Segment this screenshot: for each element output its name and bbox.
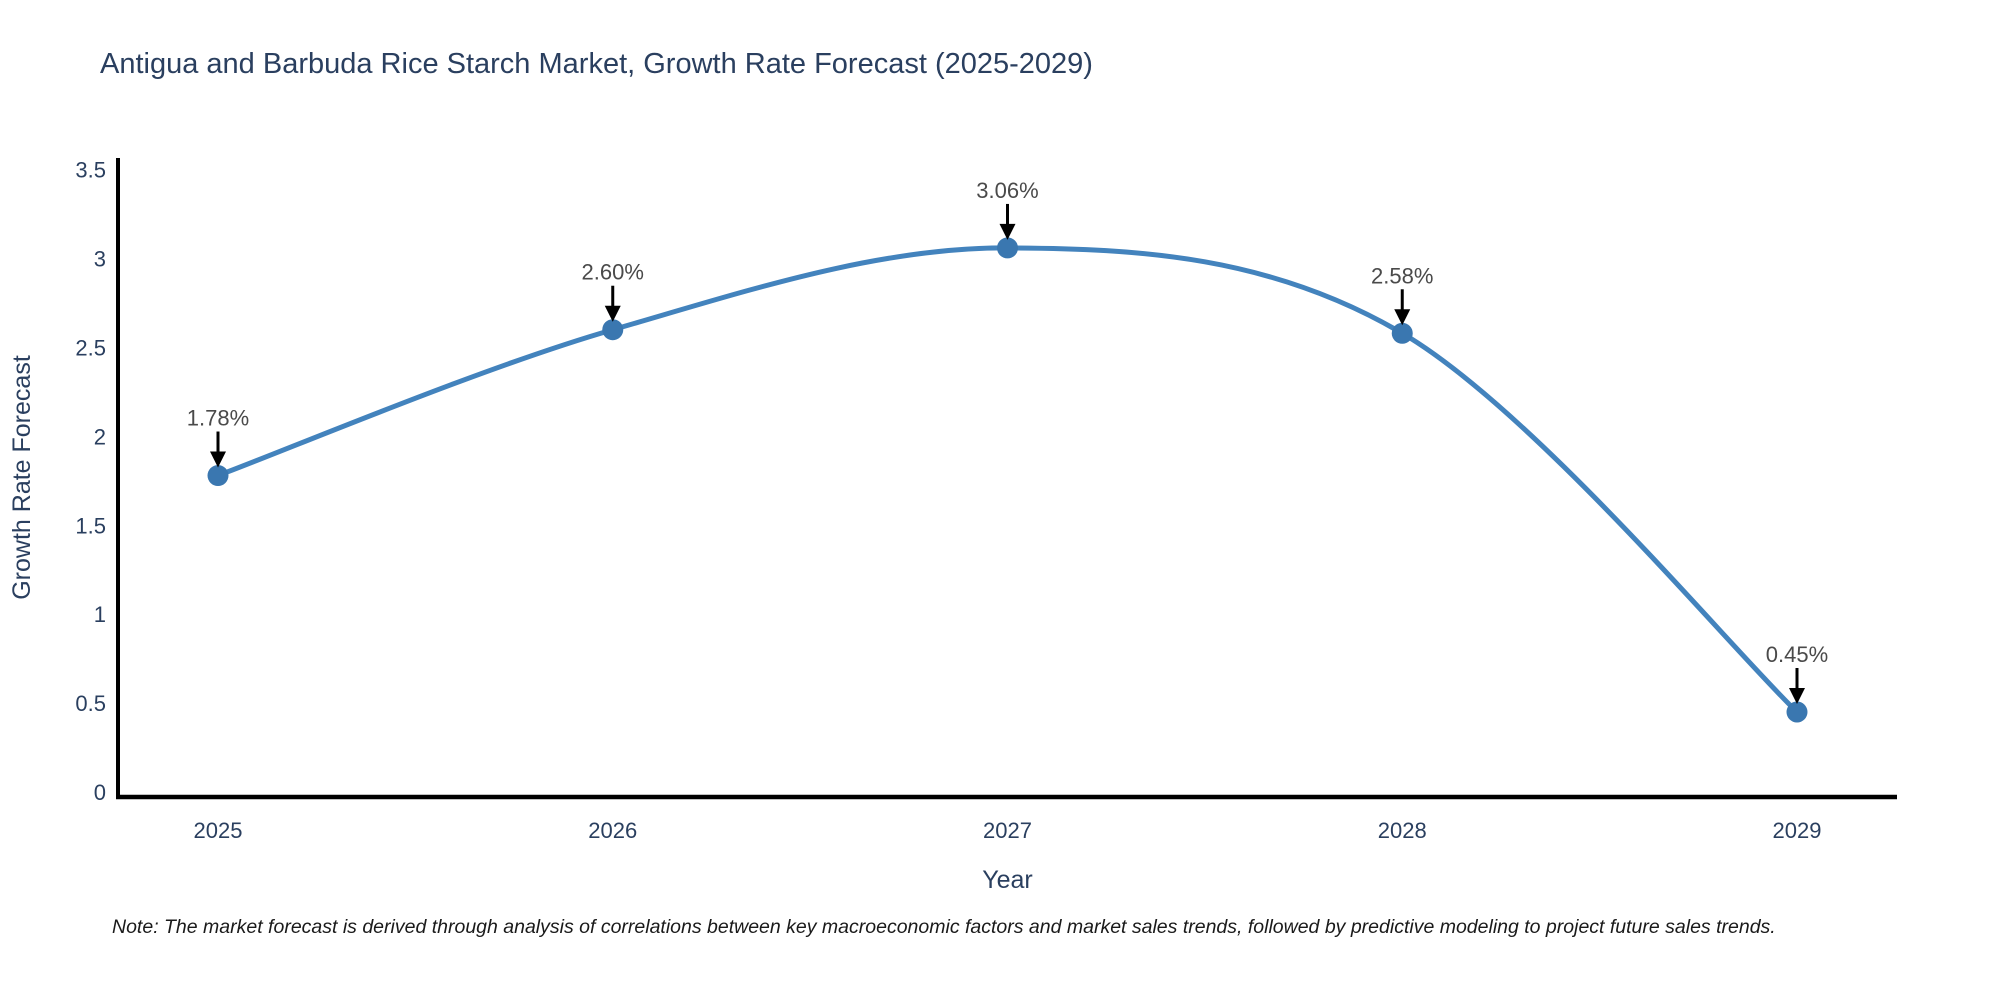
y-tick-label: 1.5 [75, 513, 106, 538]
trend-line [215, 245, 1800, 715]
data-point-label: 3.06% [976, 178, 1038, 203]
y-axis-title: Growth Rate Forecast [8, 355, 36, 600]
chart-title: Antigua and Barbuda Rice Starch Market, … [100, 48, 1093, 80]
annotation-arrow-head [1394, 309, 1411, 326]
data-point-label: 0.45% [1766, 642, 1828, 667]
data-point-marker [602, 319, 624, 341]
y-tick-label: 3 [94, 247, 106, 272]
annotation-arrow-head [1789, 687, 1805, 704]
annotation-arrow-head [210, 451, 226, 468]
y-tick-label: 1 [94, 602, 106, 627]
y-tick-label: 2.5 [75, 336, 106, 361]
annotation-arrow-head [604, 305, 621, 322]
data-point-label: 2.58% [1371, 263, 1433, 288]
x-tick-label: 2026 [588, 818, 637, 843]
x-tick-label: 2025 [194, 818, 243, 843]
data-point-marker [207, 465, 229, 487]
annotation-arrow-head [999, 223, 1016, 240]
data-point-marker [997, 237, 1018, 259]
chart-note: Note: The market forecast is derived thr… [112, 916, 1776, 938]
data-point-label: 1.78% [187, 406, 249, 431]
x-axis-title: Year [982, 866, 1033, 894]
y-tick-label: 0 [94, 780, 106, 805]
x-tick-label: 2029 [1773, 818, 1822, 843]
data-point-label: 2.60% [582, 260, 644, 285]
x-tick-label: 2028 [1378, 818, 1427, 843]
x-tick-label: 2027 [983, 818, 1032, 843]
y-tick-label: 2 [94, 424, 106, 449]
data-point-marker [1391, 322, 1413, 344]
data-point-marker [1786, 701, 1808, 723]
y-tick-label: 0.5 [75, 691, 106, 716]
y-tick-label: 3.5 [75, 158, 106, 183]
